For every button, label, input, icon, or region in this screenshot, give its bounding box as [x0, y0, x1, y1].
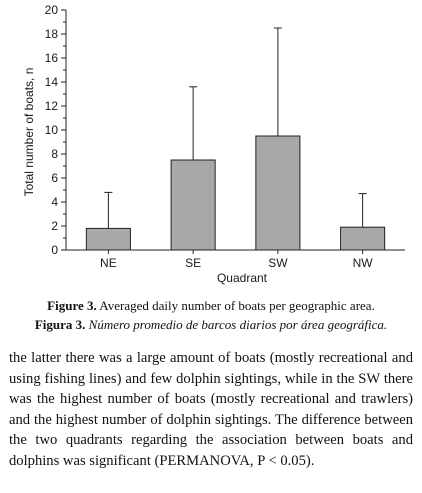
figure-caption-spanish: Figura 3. Número promedio de barcos diar… [0, 317, 422, 333]
x-tick-label: SE [185, 256, 201, 270]
y-tick-label: 14 [45, 75, 59, 89]
x-tick-label: NE [100, 256, 117, 270]
y-axis: 0 2 4 6 8 10 12 14 16 18 20 [45, 3, 67, 257]
bar [255, 135, 301, 251]
y-tick-label: 2 [51, 219, 58, 233]
y-tick-label: 6 [51, 171, 58, 185]
bar-series [85, 27, 386, 251]
y-tick-label: 8 [51, 147, 58, 161]
x-axis-label: Quadrant [217, 271, 268, 285]
y-tick-label: 0 [51, 243, 58, 257]
figure-label-spanish: Figura 3. [34, 317, 86, 332]
body-paragraph: the latter there was a large amount of b… [9, 350, 413, 469]
figure-caption-english: Figure 3. Averaged daily number of boats… [0, 298, 422, 314]
figure-label-english: Figure 3. [47, 298, 97, 313]
y-axis-label: Total number of boats, n [22, 68, 36, 197]
y-tick-label: 4 [51, 195, 58, 209]
bar-chart: 0 2 4 6 8 10 12 14 16 18 20 NE SE SW NW Total number … [22, 3, 405, 285]
y-tick-label: 20 [45, 3, 59, 17]
figure-caption-english-text: Averaged daily number of boats per geogr… [96, 298, 375, 313]
x-tick-label: SW [268, 256, 288, 270]
y-tick-label: 18 [45, 27, 59, 41]
y-tick-label: 16 [45, 51, 59, 65]
x-tick-label: NW [353, 256, 374, 270]
y-tick-label: 12 [45, 99, 59, 113]
y-tick-label: 10 [45, 123, 59, 137]
bar [170, 159, 216, 251]
bar [340, 226, 386, 251]
bar [85, 227, 131, 251]
figure-caption-spanish-text: Número promedio de barcos diarios por ár… [85, 317, 388, 332]
x-axis: NE SE SW NW [66, 249, 405, 270]
